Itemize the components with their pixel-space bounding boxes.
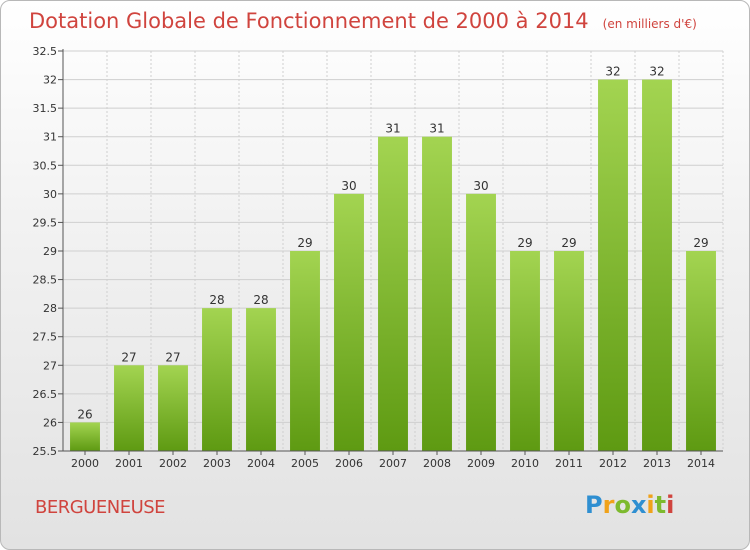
data-label: 26 [77, 407, 92, 421]
bar [686, 251, 716, 451]
data-label: 29 [517, 236, 532, 250]
x-tick-label: 2003 [203, 457, 231, 470]
y-tick-label: 31.5 [33, 102, 58, 115]
bar [290, 251, 320, 451]
x-tick-label: 2009 [467, 457, 495, 470]
data-label: 28 [253, 293, 268, 307]
data-label: 32 [649, 65, 664, 79]
y-tick-label: 32.5 [33, 45, 58, 58]
x-tick-label: 2005 [291, 457, 319, 470]
y-tick-label: 28.5 [33, 274, 58, 287]
proxiti-logo: Proxiti [585, 491, 675, 519]
bar [378, 136, 408, 451]
x-tick-label: 2008 [423, 457, 451, 470]
bar [246, 308, 276, 451]
y-tick-label: 25.5 [33, 445, 58, 458]
x-tick-label: 2010 [511, 457, 539, 470]
y-tick-label: 27.5 [33, 331, 58, 344]
x-tick-label: 2011 [555, 457, 583, 470]
y-tick-label: 29.5 [33, 216, 58, 229]
x-tick-label: 2006 [335, 457, 363, 470]
y-tick-label: 30 [43, 188, 57, 201]
x-tick-label: 2013 [643, 457, 671, 470]
y-tick-label: 28 [43, 302, 57, 315]
y-tick-label: 27 [43, 359, 57, 372]
data-label: 29 [297, 236, 312, 250]
chart-subtitle: (en milliers d'€) [602, 17, 697, 31]
commune-name: BERGUENEUSE [35, 497, 166, 518]
data-label: 29 [693, 236, 708, 250]
bar [598, 79, 628, 452]
y-tick-label: 29 [43, 245, 57, 258]
x-tick-label: 2014 [687, 457, 715, 470]
bar [422, 136, 452, 451]
data-label: 28 [209, 293, 224, 307]
y-tick-label: 26 [43, 416, 57, 429]
bar [554, 251, 584, 451]
y-tick-label: 31 [43, 131, 57, 144]
data-label: 30 [341, 179, 356, 193]
bar [114, 365, 144, 451]
y-tick-label: 32 [43, 74, 57, 87]
chart-title: Dotation Globale de Fonctionnement de 20… [29, 9, 697, 33]
x-tick-label: 2012 [599, 457, 627, 470]
bar [510, 251, 540, 451]
x-tick-label: 2002 [159, 457, 187, 470]
bar [202, 308, 232, 451]
x-tick-label: 2000 [71, 457, 99, 470]
bar [334, 193, 364, 451]
data-label: 29 [561, 236, 576, 250]
x-tick-label: 2001 [115, 457, 143, 470]
data-label: 30 [473, 179, 488, 193]
bar [466, 193, 496, 451]
data-label: 31 [385, 122, 400, 136]
bar [642, 79, 672, 452]
data-label: 27 [165, 350, 180, 364]
bar [70, 422, 100, 451]
data-label: 27 [121, 350, 136, 364]
y-tick-label: 30.5 [33, 159, 58, 172]
data-label: 31 [429, 122, 444, 136]
chart-title-text: Dotation Globale de Fonctionnement de 20… [29, 9, 589, 33]
x-tick-label: 2007 [379, 457, 407, 470]
bar [158, 365, 188, 451]
y-tick-label: 26.5 [33, 388, 58, 401]
x-tick-label: 2004 [247, 457, 275, 470]
data-label: 32 [605, 65, 620, 79]
